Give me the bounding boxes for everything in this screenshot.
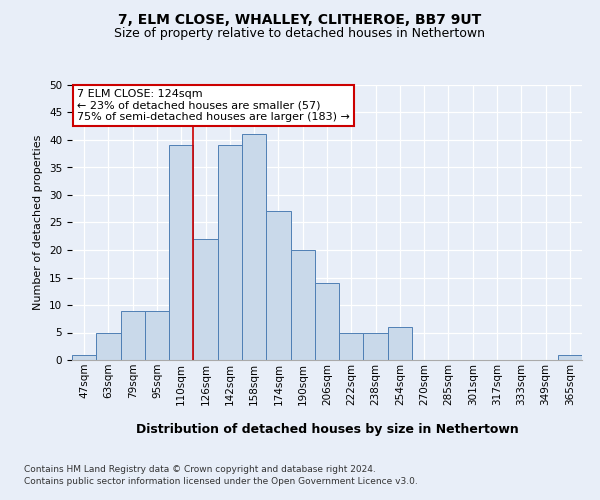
Text: 7, ELM CLOSE, WHALLEY, CLITHEROE, BB7 9UT: 7, ELM CLOSE, WHALLEY, CLITHEROE, BB7 9U… — [118, 12, 482, 26]
Bar — [388, 327, 412, 360]
Bar — [121, 310, 145, 360]
Bar — [96, 332, 121, 360]
Bar — [558, 354, 582, 360]
Text: Size of property relative to detached houses in Nethertown: Size of property relative to detached ho… — [115, 28, 485, 40]
Text: Contains public sector information licensed under the Open Government Licence v3: Contains public sector information licen… — [24, 478, 418, 486]
Bar — [72, 354, 96, 360]
Bar — [218, 146, 242, 360]
Bar — [145, 310, 169, 360]
Bar — [266, 212, 290, 360]
Bar — [339, 332, 364, 360]
Bar — [315, 283, 339, 360]
Y-axis label: Number of detached properties: Number of detached properties — [34, 135, 43, 310]
Text: Distribution of detached houses by size in Nethertown: Distribution of detached houses by size … — [136, 422, 518, 436]
Bar — [242, 134, 266, 360]
Text: Contains HM Land Registry data © Crown copyright and database right 2024.: Contains HM Land Registry data © Crown c… — [24, 465, 376, 474]
Bar — [364, 332, 388, 360]
Bar — [290, 250, 315, 360]
Bar — [169, 146, 193, 360]
Bar — [193, 239, 218, 360]
Text: 7 ELM CLOSE: 124sqm
← 23% of detached houses are smaller (57)
75% of semi-detach: 7 ELM CLOSE: 124sqm ← 23% of detached ho… — [77, 89, 350, 122]
